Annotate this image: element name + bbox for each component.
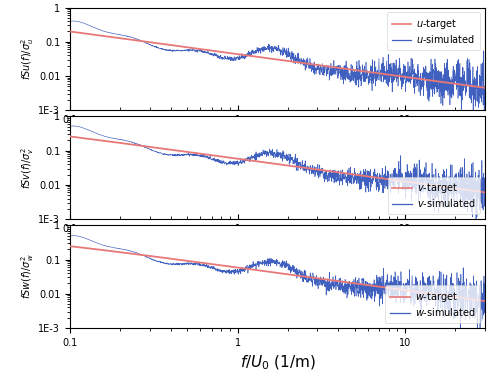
Legend: $v$-target, $v$-simulated: $v$-target, $v$-simulated [388,176,480,214]
X-axis label: $f/U_0$ (1/m): $f/U_0$ (1/m) [240,353,316,372]
Y-axis label: $fSw(f)/\sigma^2_w$: $fSw(f)/\sigma^2_w$ [19,254,36,299]
Legend: $u$-target, $u$-simulated: $u$-target, $u$-simulated [387,12,480,50]
Y-axis label: $fSv(f)/\sigma^2_v$: $fSv(f)/\sigma^2_v$ [19,147,36,189]
Y-axis label: $fSu(f)/\sigma^2_u$: $fSu(f)/\sigma^2_u$ [19,38,36,80]
Legend: $w$-target, $w$-simulated: $w$-target, $w$-simulated [386,285,480,323]
